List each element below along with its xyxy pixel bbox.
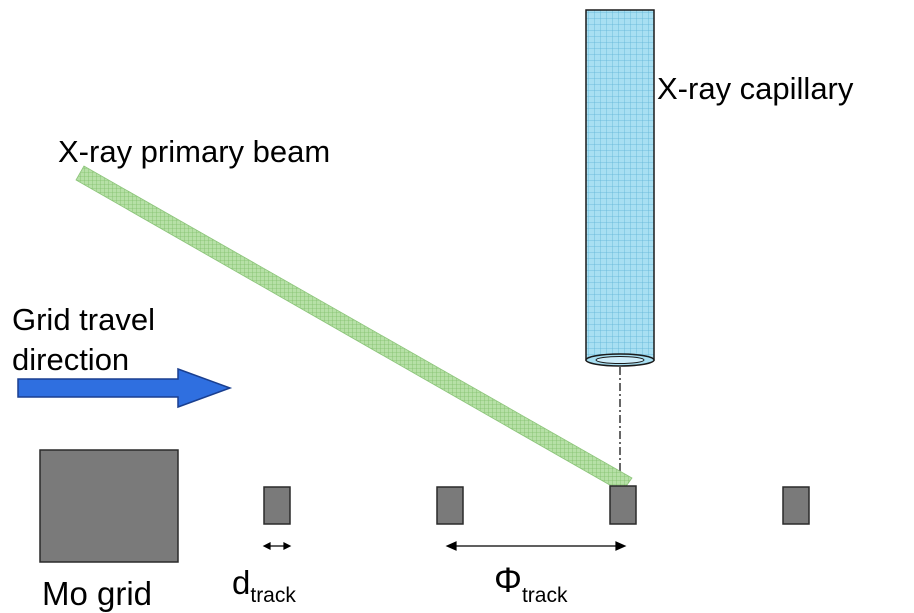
phi-track-dimension (445, 541, 627, 551)
phi-track-sub: track (522, 584, 568, 607)
grid-travel-label-line2: direction (12, 342, 129, 377)
mo-grid-label: Mo grid (42, 575, 152, 612)
grid-track-3 (609, 485, 637, 525)
phi-track-label: Φtrack (494, 561, 568, 607)
xray-capillary (585, 9, 655, 367)
grid-track-4 (782, 486, 810, 525)
d-track-sub: track (250, 584, 296, 607)
mo-grid-block (39, 449, 179, 563)
right-arrow-icon (17, 367, 233, 409)
d-track-main: d (232, 564, 250, 601)
d-track-dimension (262, 542, 292, 550)
grid-track-2 (436, 486, 464, 525)
grid-travel-label-line1: Grid travel (12, 302, 155, 337)
phi-track-main: Φ (494, 561, 522, 600)
beam-label: X-ray primary beam (58, 134, 330, 169)
d-track-label: dtrack (232, 564, 296, 607)
grid-track-1 (263, 486, 291, 525)
capillary-label: X-ray capillary (657, 71, 854, 106)
xray-primary-beam (75, 165, 633, 493)
